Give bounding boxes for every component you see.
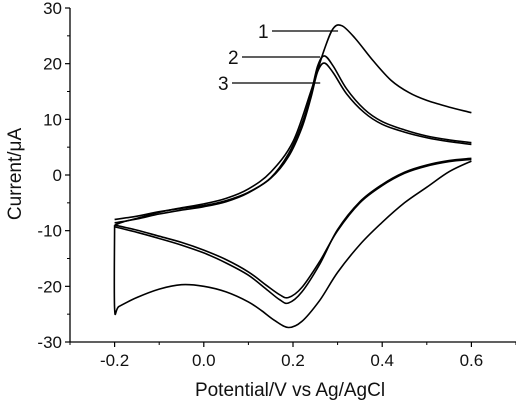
y-tick-label: -30 <box>37 333 62 352</box>
series-1-curve <box>113 24 472 329</box>
y-tick-label: -20 <box>37 277 62 296</box>
annotation-label-1: 1 <box>258 22 269 43</box>
series-3-curve <box>114 62 472 299</box>
x-tick-label: -0.2 <box>100 351 129 370</box>
curves <box>113 24 472 329</box>
annotation-label-2: 2 <box>228 48 239 69</box>
series-3-forward-scan <box>114 62 472 221</box>
y-tick-label: 20 <box>43 55 62 74</box>
series-3-reverse-scan <box>114 158 472 299</box>
curve-annotations: 12 3 <box>218 22 339 95</box>
series-2-forward-scan <box>114 55 472 224</box>
x-tick-label: 0.0 <box>192 351 216 370</box>
series-1-reverse-scan <box>113 160 472 329</box>
x-axis-title: Potential/V vs Ag/AgCl <box>195 380 385 401</box>
x-tick-label: 0.2 <box>281 351 305 370</box>
series-1-forward-scan <box>114 24 472 226</box>
y-tick-label: 0 <box>53 166 62 185</box>
series-2-reverse-scan <box>114 157 472 305</box>
x-tick-label: 0.4 <box>370 351 394 370</box>
y-tick-label: -10 <box>37 222 62 241</box>
x-tick-label: 0.6 <box>460 351 484 370</box>
series-2-curve <box>114 55 472 305</box>
axes: -30 -20 -10 0 10 20 30 -0.2 0.0 0.2 0.4 0.6 <box>37 0 516 370</box>
y-tick-label: 30 <box>43 0 62 18</box>
y-axis-title: Current/μA <box>5 128 26 221</box>
annotation-label-3: 3 <box>218 74 229 95</box>
y-tick-label: 10 <box>43 110 62 129</box>
